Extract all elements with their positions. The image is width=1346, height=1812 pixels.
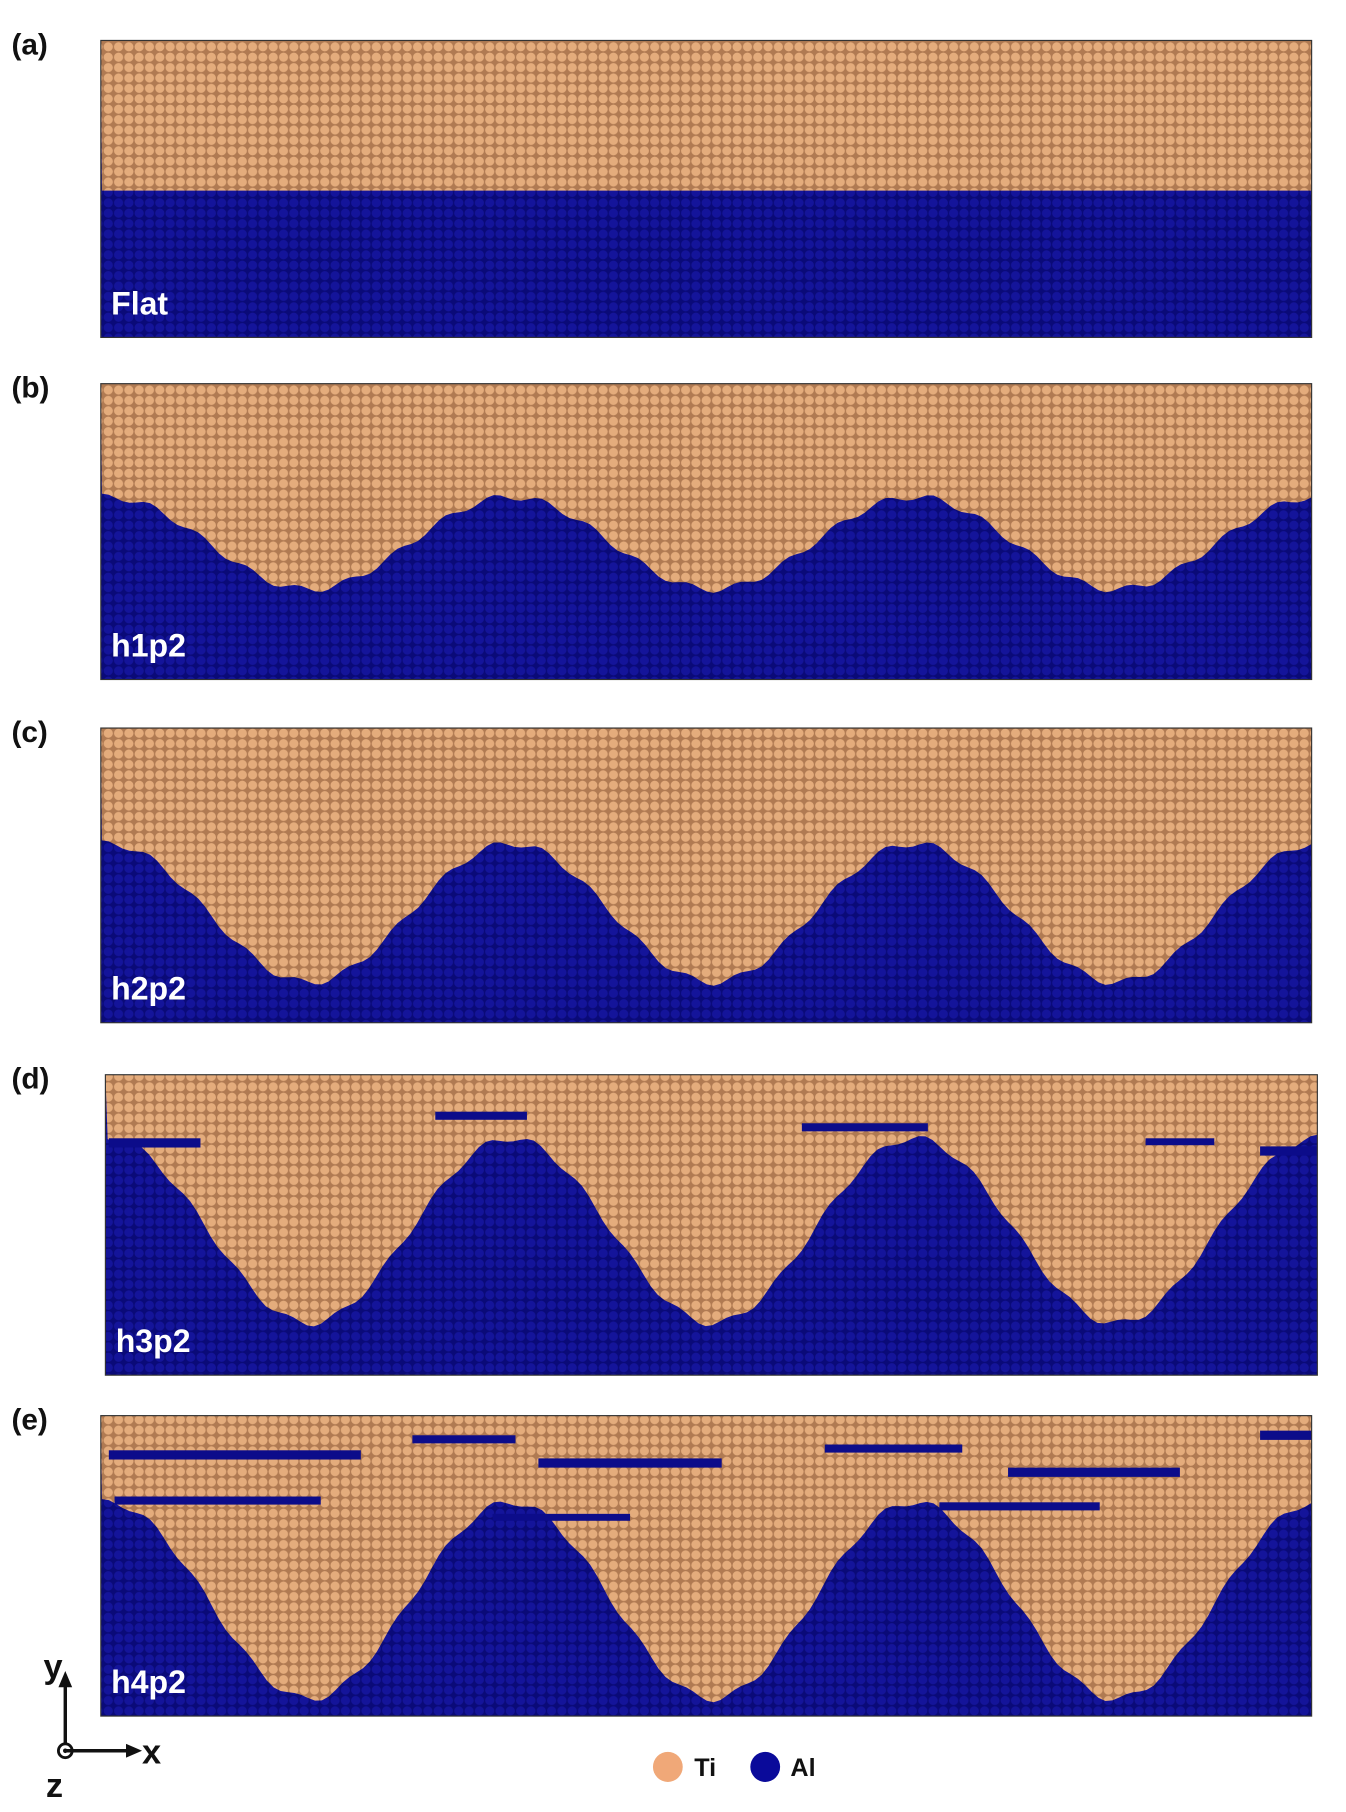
axis-y-label: y	[44, 1648, 63, 1686]
legend-label: Al	[790, 1754, 815, 1782]
al-streak	[114, 1496, 321, 1505]
ti-region	[100, 1415, 1312, 1703]
al-streak	[538, 1458, 722, 1468]
al-streak	[824, 1444, 963, 1453]
al-streak	[108, 1138, 201, 1148]
legend-label: Ti	[694, 1754, 716, 1782]
al-streak	[1260, 1146, 1318, 1156]
al-streak	[1260, 1430, 1312, 1440]
al-streak	[801, 1123, 928, 1132]
panel-label: (c)	[11, 716, 47, 749]
panels: (a) Flat (b) h1p2 (c) h2p2 (d) h3p2 (e) h4p2	[11, 28, 1318, 1717]
al-streak	[492, 1513, 631, 1521]
ti-region	[100, 728, 1312, 986]
panel-frame	[100, 39, 1313, 339]
axis-x-label: x	[142, 1733, 161, 1771]
al-streak	[108, 1450, 361, 1460]
panel-frame	[100, 727, 1313, 1024]
legend-swatch	[652, 1751, 683, 1782]
al-streak	[1145, 1138, 1215, 1146]
panel-name: h2p2	[111, 970, 186, 1006]
axes-icon: y x z	[44, 1648, 162, 1805]
panel-label: (e)	[11, 1403, 47, 1436]
panel-label: (b)	[11, 371, 49, 404]
panel-name: h3p2	[116, 1323, 191, 1359]
panel-frame	[100, 1415, 1313, 1717]
ti-region	[105, 1074, 1318, 1327]
panel-name: Flat	[111, 285, 168, 321]
panel-label: (a)	[11, 28, 47, 61]
al-streak	[412, 1435, 516, 1444]
panel-frame	[104, 1074, 1318, 1376]
al-streak	[939, 1502, 1100, 1511]
ti-region	[100, 383, 1312, 593]
panel-name: h1p2	[111, 627, 186, 663]
legend-swatch	[750, 1751, 781, 1782]
ti-region	[100, 40, 1312, 191]
al-streak	[435, 1111, 527, 1120]
panel-name: h4p2	[111, 1664, 186, 1700]
panel-frame	[100, 383, 1313, 681]
legend: Ti Al	[652, 1751, 816, 1782]
panel-label: (d)	[11, 1062, 49, 1095]
al-streak	[1008, 1467, 1180, 1477]
axis-z-label: z	[46, 1767, 63, 1805]
